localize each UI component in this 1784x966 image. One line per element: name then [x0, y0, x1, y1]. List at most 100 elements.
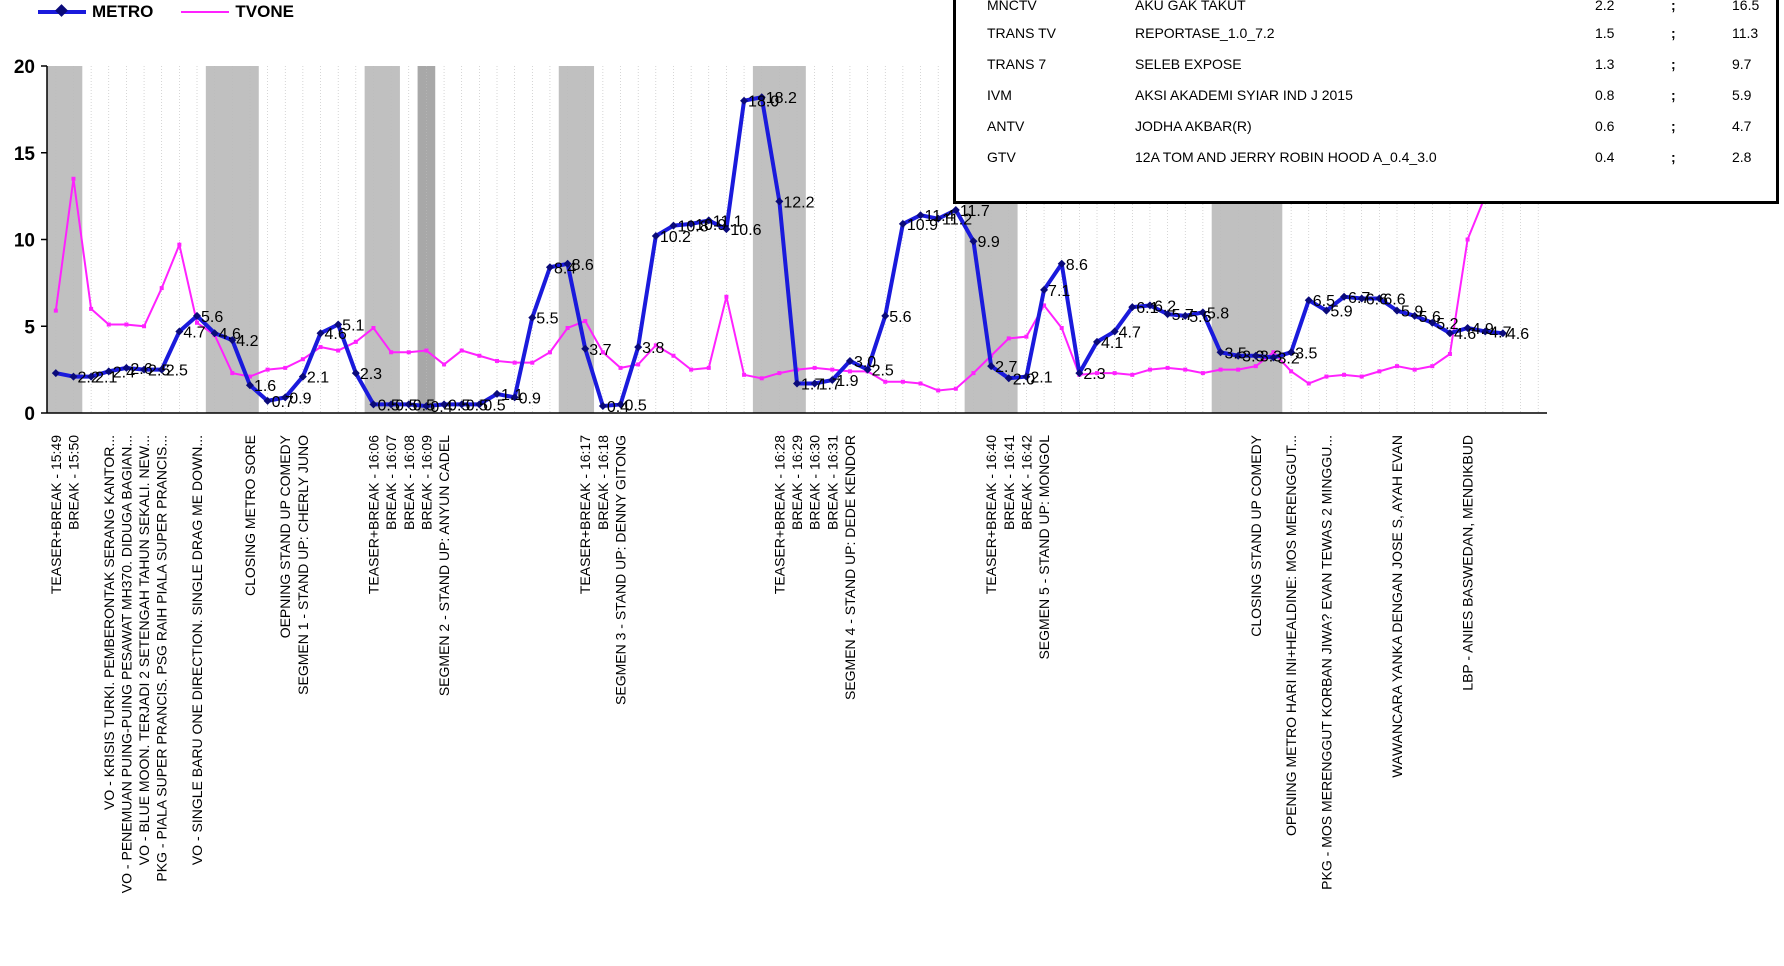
data-point-tvone	[971, 371, 976, 376]
data-label-metro: 3.0	[854, 354, 876, 371]
x-tick-label: PKG - PIALA SUPER PRANCIS. PSG RAIH PIAL…	[154, 435, 170, 882]
share-tvr: 1.3	[1595, 56, 1615, 72]
data-point-tvone	[1359, 374, 1364, 379]
x-tick-label: VO - PENEMUAN PUING-PUING PESAWAT MH370.…	[118, 435, 134, 893]
data-point-metro	[493, 389, 501, 398]
share-row: GTV 12A TOM AND JERRY ROBIN HOOD A_0.4_3…	[956, 143, 1776, 173]
data-point-metro	[528, 313, 537, 322]
data-point-metro	[934, 214, 943, 223]
data-label-metro: 1.9	[836, 373, 858, 390]
data-label-metro: 5.2	[1436, 316, 1458, 333]
data-label-metro: 5.9	[1330, 304, 1352, 321]
data-point-tvone	[706, 365, 711, 370]
data-point-metro	[228, 336, 237, 345]
data-point-tvone	[671, 353, 676, 358]
data-point-metro	[1251, 351, 1260, 360]
data-point-metro	[351, 369, 360, 378]
data-label-metro: 4.6	[325, 326, 347, 343]
data-label-metro: 3.7	[589, 342, 611, 359]
x-tick-label: BREAK - 15:50	[65, 435, 81, 530]
data-label-metro: 11.4	[925, 208, 955, 225]
data-label-metro: 8.6	[1066, 257, 1088, 274]
data-label-metro: 1.1	[501, 387, 523, 404]
data-point-metro	[1428, 318, 1437, 327]
x-tick-label: VO - BLUE MOON. TERJADI 2 SETENGAH TAHUN…	[136, 435, 152, 865]
data-label-metro: 2.5	[166, 363, 188, 380]
data-point-tvone	[724, 294, 729, 299]
data-label-metro: 4.6	[1507, 326, 1529, 343]
data-label-metro: 5.6	[1189, 309, 1211, 326]
data-label-metro: 5.8	[1207, 305, 1229, 322]
data-label-metro: 1.6	[254, 378, 276, 395]
data-point-tvone	[195, 320, 199, 325]
data-label-metro: 10.9	[907, 217, 938, 234]
data-point-metro	[210, 329, 219, 338]
share-value: 16.5	[1732, 0, 1760, 13]
data-point-metro	[510, 393, 519, 402]
data-point-tvone	[177, 242, 182, 247]
share-separator: ;	[1671, 25, 1676, 41]
data-point-metro	[1322, 306, 1331, 315]
data-label-metro: 2.2	[77, 370, 99, 387]
share-tvr: 0.4	[1595, 149, 1615, 165]
data-label-metro: 0.7	[272, 394, 294, 411]
data-label-metro: 5.6	[1419, 309, 1441, 326]
data-point-metro	[69, 372, 78, 381]
data-point-tvone	[1271, 350, 1276, 355]
data-point-tvone	[900, 379, 905, 384]
data-label-metro: 2.6	[130, 361, 152, 378]
legend-swatch-tvone	[181, 11, 230, 13]
data-label-metro: 1.7	[819, 377, 841, 394]
data-point-tvone	[883, 379, 888, 384]
data-label-metro: 0.5	[377, 397, 399, 414]
x-tick-label: BREAK - 16:18	[595, 435, 611, 530]
x-tick-label: SEGMEN 4 - STAND UP: DEDE KENDOR	[842, 435, 858, 700]
data-label-metro: 5.6	[889, 309, 911, 326]
data-point-tvone	[247, 374, 252, 379]
x-tick-label: BREAK - 16:08	[401, 435, 417, 530]
data-point-metro	[1287, 348, 1296, 357]
x-tick-label: BREAK - 16:09	[418, 435, 434, 530]
break-band	[364, 66, 400, 413]
data-label-metro: 4.2	[236, 333, 258, 350]
data-label-metro: 6.6	[1366, 291, 1388, 308]
data-point-metro	[845, 356, 854, 365]
data-point-tvone	[953, 386, 958, 391]
data-point-metro	[704, 216, 713, 225]
data-point-metro	[651, 232, 660, 241]
y-tick-label: 15	[14, 144, 36, 165]
data-point-metro	[1145, 301, 1154, 310]
data-point-tvone	[424, 348, 429, 353]
data-point-tvone	[565, 325, 570, 330]
data-label-metro: 6.7	[1348, 290, 1370, 307]
data-point-tvone	[547, 350, 552, 355]
legend-label-tvone: TVONE	[235, 2, 294, 21]
share-row: TRANS TV REPORTASE_1.0_7.2 1.5 ; 11.3	[956, 19, 1776, 49]
data-point-metro	[598, 402, 607, 411]
data-point-tvone	[459, 348, 464, 353]
break-band	[417, 66, 436, 413]
data-point-metro	[1234, 351, 1243, 360]
data-point-tvone	[759, 376, 764, 381]
x-tick-label: TEASER+BREAK - 16:17	[577, 435, 593, 594]
data-point-metro	[193, 311, 201, 320]
data-point-metro	[1057, 259, 1066, 268]
data-point-tvone	[1130, 372, 1135, 377]
data-point-metro	[51, 369, 60, 378]
data-point-tvone	[283, 365, 288, 370]
share-channel: TRANS 7	[987, 56, 1047, 72]
data-point-metro	[1163, 310, 1172, 319]
x-tick-label: BREAK - 16:07	[383, 435, 399, 530]
data-point-tvone	[530, 360, 535, 365]
data-label-metro: 5.7	[1172, 307, 1194, 324]
data-label-metro: 2.3	[360, 366, 382, 383]
data-point-tvone	[1218, 367, 1223, 372]
data-point-metro	[1498, 329, 1507, 338]
data-point-metro	[1075, 369, 1084, 378]
x-tick-label: CLOSING STAND UP COMEDY	[1248, 434, 1264, 636]
data-point-metro	[740, 96, 749, 105]
data-point-tvone	[230, 371, 235, 376]
share-channel: IVM	[987, 87, 1012, 103]
share-row: IVM AKSI AKADEMI SYIAR IND J 2015 0.8 ; …	[956, 81, 1776, 111]
data-point-metro	[475, 400, 484, 409]
